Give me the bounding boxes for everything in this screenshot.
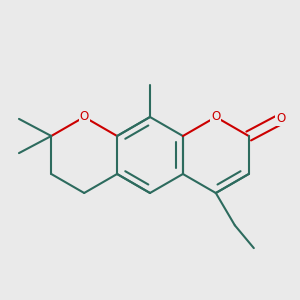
- Text: O: O: [276, 112, 286, 125]
- Text: O: O: [211, 110, 220, 124]
- Text: O: O: [80, 110, 89, 124]
